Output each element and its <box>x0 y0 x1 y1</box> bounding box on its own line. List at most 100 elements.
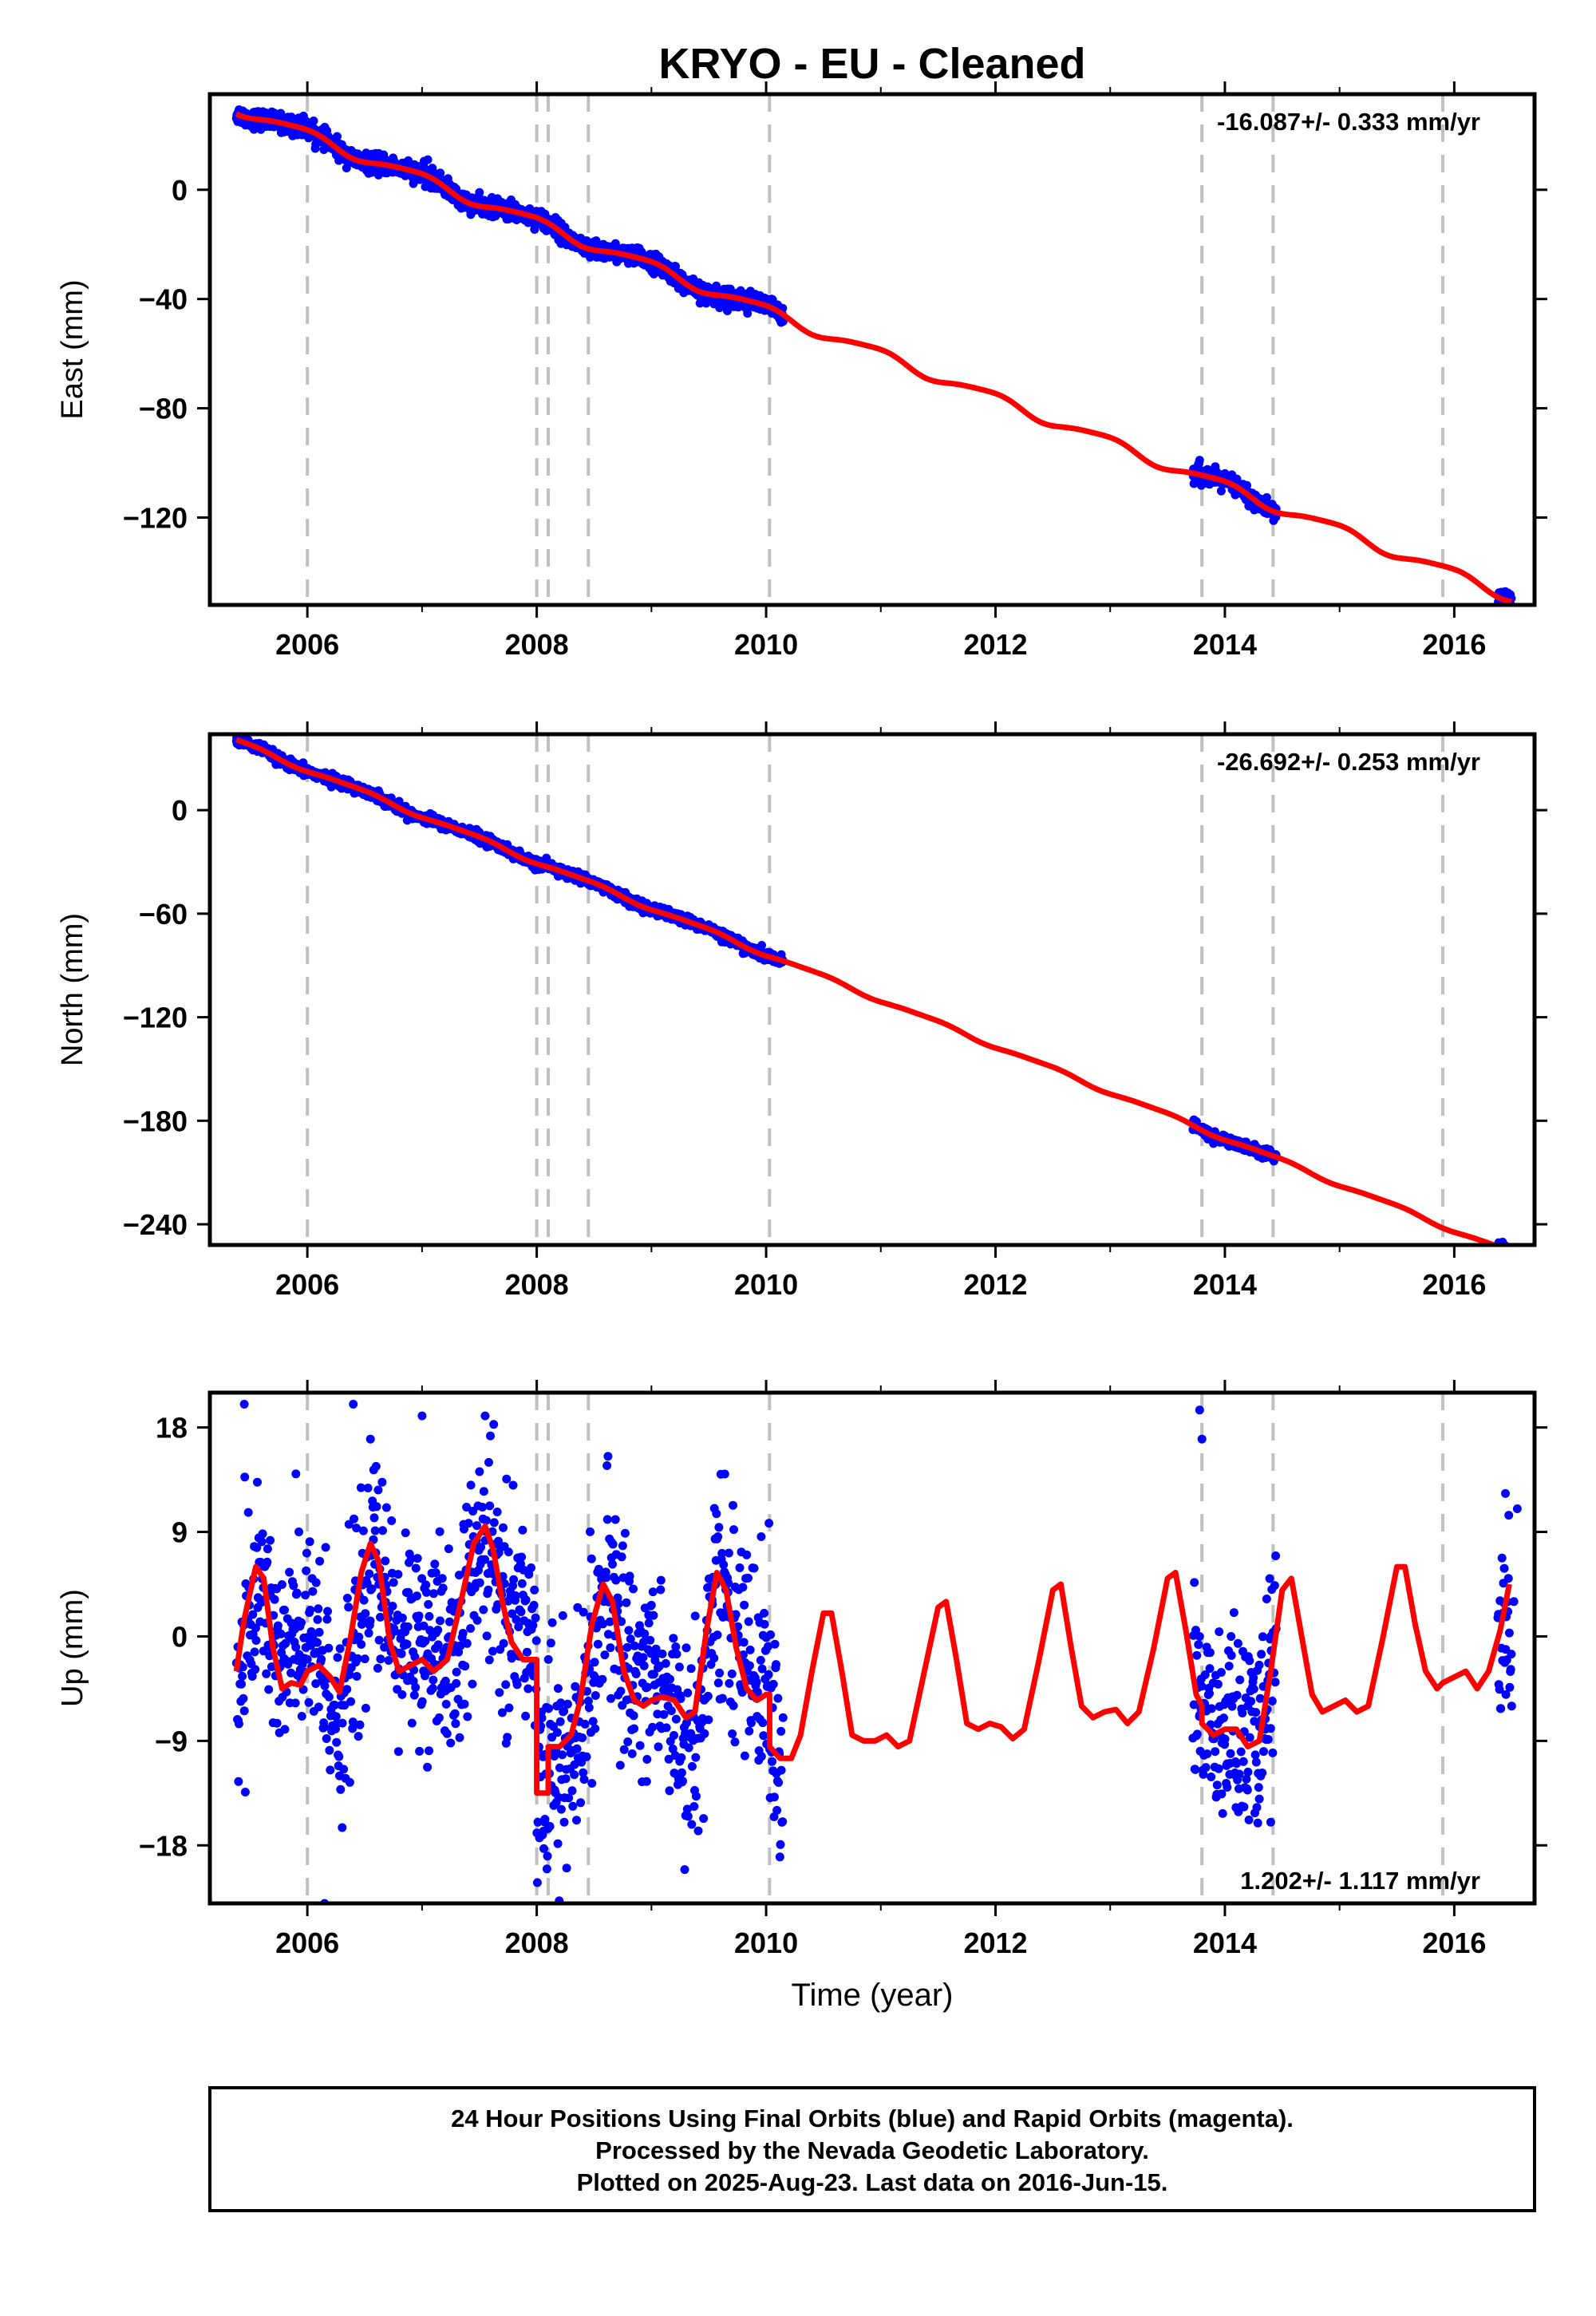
data-point <box>740 1751 749 1761</box>
data-point <box>297 1618 306 1627</box>
data-point <box>421 1636 430 1646</box>
data-point <box>625 1571 634 1581</box>
data-point <box>642 1777 651 1786</box>
data-point <box>1507 1247 1515 1256</box>
data-point <box>511 1591 520 1600</box>
data-point <box>1506 1248 1515 1257</box>
data-point <box>381 1503 391 1512</box>
data-point <box>631 1670 641 1678</box>
data-point <box>485 1501 495 1511</box>
data-point <box>289 1581 298 1591</box>
data-point <box>492 1508 502 1516</box>
data-point <box>334 1752 344 1761</box>
data-point <box>680 1865 689 1875</box>
data-point <box>729 1525 738 1535</box>
data-point <box>476 1543 486 1552</box>
data-point <box>475 1467 484 1476</box>
y-tick-label: 0 <box>172 174 188 207</box>
data-point <box>350 1514 358 1524</box>
data-point <box>532 1878 542 1887</box>
data-point <box>497 1708 507 1717</box>
north-frame <box>207 732 1537 1247</box>
data-point <box>586 1527 595 1536</box>
x-tick-label: 2012 <box>963 1268 1027 1301</box>
data-point <box>372 1502 381 1512</box>
data-point <box>455 1733 464 1742</box>
data-point <box>438 1583 448 1593</box>
data-point <box>466 1624 476 1633</box>
data-point <box>444 1544 453 1554</box>
data-point <box>744 1617 753 1626</box>
data-point <box>509 1575 519 1584</box>
data-point <box>478 1503 487 1512</box>
data-point <box>238 1671 247 1681</box>
data-point <box>311 1578 321 1587</box>
data-point <box>517 1579 527 1588</box>
data-point <box>352 1672 361 1681</box>
data-point <box>1495 1246 1504 1255</box>
data-point <box>527 1563 535 1572</box>
data-point <box>677 1768 686 1777</box>
data-point <box>482 1631 492 1641</box>
data-point <box>630 1724 639 1733</box>
data-point <box>725 1678 734 1688</box>
data-point <box>353 1654 362 1663</box>
data-point <box>326 1765 335 1775</box>
data-point <box>618 1541 627 1551</box>
data-point <box>545 1822 555 1831</box>
data-point <box>1506 1248 1515 1257</box>
data-point <box>639 1661 649 1670</box>
data-point <box>1505 1246 1514 1255</box>
east-model-curve <box>235 111 1513 605</box>
data-point <box>627 1749 637 1758</box>
x-tick-label: 2016 <box>1422 1268 1486 1301</box>
data-point <box>687 1761 697 1771</box>
north-rate-label: -26.692+/- 0.253 mm/yr <box>1217 748 1480 776</box>
data-point <box>559 1817 569 1827</box>
data-point <box>563 1699 572 1709</box>
data-point <box>425 1611 434 1621</box>
data-point <box>644 1618 654 1628</box>
data-point <box>342 1685 352 1694</box>
data-point <box>572 1744 582 1753</box>
data-point <box>1195 456 1204 465</box>
data-point <box>361 1609 370 1618</box>
data-point <box>322 1734 331 1743</box>
data-point <box>354 1632 364 1642</box>
data-point <box>504 1547 513 1557</box>
x-tick-label: 2012 <box>963 628 1027 661</box>
data-point <box>313 1614 322 1624</box>
data-point <box>376 1654 385 1664</box>
data-point <box>553 1684 563 1694</box>
data-point <box>345 1670 354 1679</box>
data-point <box>572 1816 581 1825</box>
data-point <box>332 1737 342 1747</box>
data-point <box>715 1668 725 1678</box>
data-point <box>654 1742 663 1752</box>
data-point <box>475 188 484 197</box>
data-point <box>576 1798 586 1808</box>
data-point <box>301 1591 310 1600</box>
east-points <box>231 105 1516 605</box>
data-point <box>580 1719 590 1729</box>
data-point <box>460 1524 468 1534</box>
data-point <box>671 1714 681 1724</box>
north-ylabel: North (mm) <box>56 913 89 1066</box>
data-point <box>570 1770 579 1780</box>
data-point <box>441 1699 451 1709</box>
data-point <box>239 1694 248 1703</box>
data-point <box>389 1578 398 1587</box>
data-point <box>411 1563 421 1573</box>
data-point <box>648 1722 658 1732</box>
data-point <box>452 1678 461 1688</box>
data-point <box>686 1664 696 1674</box>
data-point <box>234 1719 243 1729</box>
data-point <box>646 1635 655 1645</box>
data-point <box>1503 1250 1511 1259</box>
data-point <box>239 1706 249 1716</box>
data-point <box>402 1639 412 1649</box>
data-point <box>591 1691 600 1700</box>
data-point <box>472 1521 481 1531</box>
y-tick-label: −40 <box>139 283 188 316</box>
data-point <box>488 1646 497 1656</box>
